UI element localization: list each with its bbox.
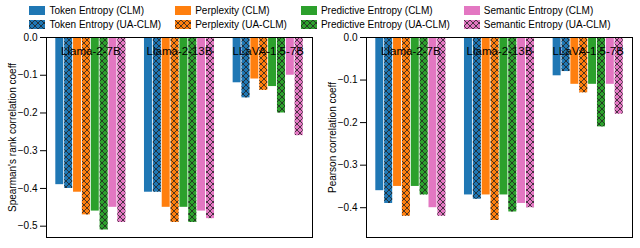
html-text:Token Entropy (CLM): Token Entropy (CLM)	[49, 4, 144, 16]
html-text:Perplexity (UA-CLM): Perplexity (UA-CLM)	[195, 18, 287, 30]
svg-text:Spearman's rank correlation co: Spearman's rank correlation coeff	[7, 63, 18, 212]
svg-text:0.0: 0.0	[24, 32, 38, 43]
svg-text:−0.3: −0.3	[338, 159, 358, 170]
svg-text:−0.4: −0.4	[338, 202, 358, 213]
html-text:Predictive Entropy (UA-CLM): Predictive Entropy (UA-CLM)	[320, 18, 450, 30]
svg-text:0.0: 0.0	[344, 32, 358, 43]
svg-text:−0.2: −0.2	[18, 107, 38, 118]
svg-text:−0.5: −0.5	[18, 220, 38, 231]
html-text:Predictive Entropy (CLM): Predictive Entropy (CLM)	[320, 4, 433, 16]
html-text:Semantic Entropy (CLM): Semantic Entropy (CLM)	[483, 4, 594, 16]
svg-text:Llama-2-7B: Llama-2-7B	[381, 45, 441, 57]
html-text:Semantic Entropy (UA-CLM): Semantic Entropy (UA-CLM)	[483, 18, 611, 30]
svg-text:−0.4: −0.4	[18, 183, 38, 194]
svg-text:Llama-2-7B: Llama-2-7B	[61, 45, 121, 57]
svg-text:−0.3: −0.3	[18, 145, 38, 156]
svg-text:Llama-2-13B: Llama-2-13B	[467, 45, 533, 57]
svg-text:−0.2: −0.2	[338, 117, 358, 128]
svg-text:LLaVA-1.5-7B: LLaVA-1.5-7B	[552, 45, 624, 57]
svg-text:−0.1: −0.1	[338, 74, 358, 85]
svg-text:Llama-2-13B: Llama-2-13B	[147, 45, 213, 57]
svg-text:−0.1: −0.1	[18, 69, 38, 80]
svg-text:Pearson correlation coeff: Pearson correlation coeff	[327, 82, 338, 193]
html-text:Perplexity (CLM): Perplexity (CLM)	[195, 4, 270, 16]
html-text:Token Entropy (UA-CLM): Token Entropy (UA-CLM)	[49, 18, 162, 30]
svg-text:LLaVA-1.5-7B: LLaVA-1.5-7B	[232, 45, 304, 57]
